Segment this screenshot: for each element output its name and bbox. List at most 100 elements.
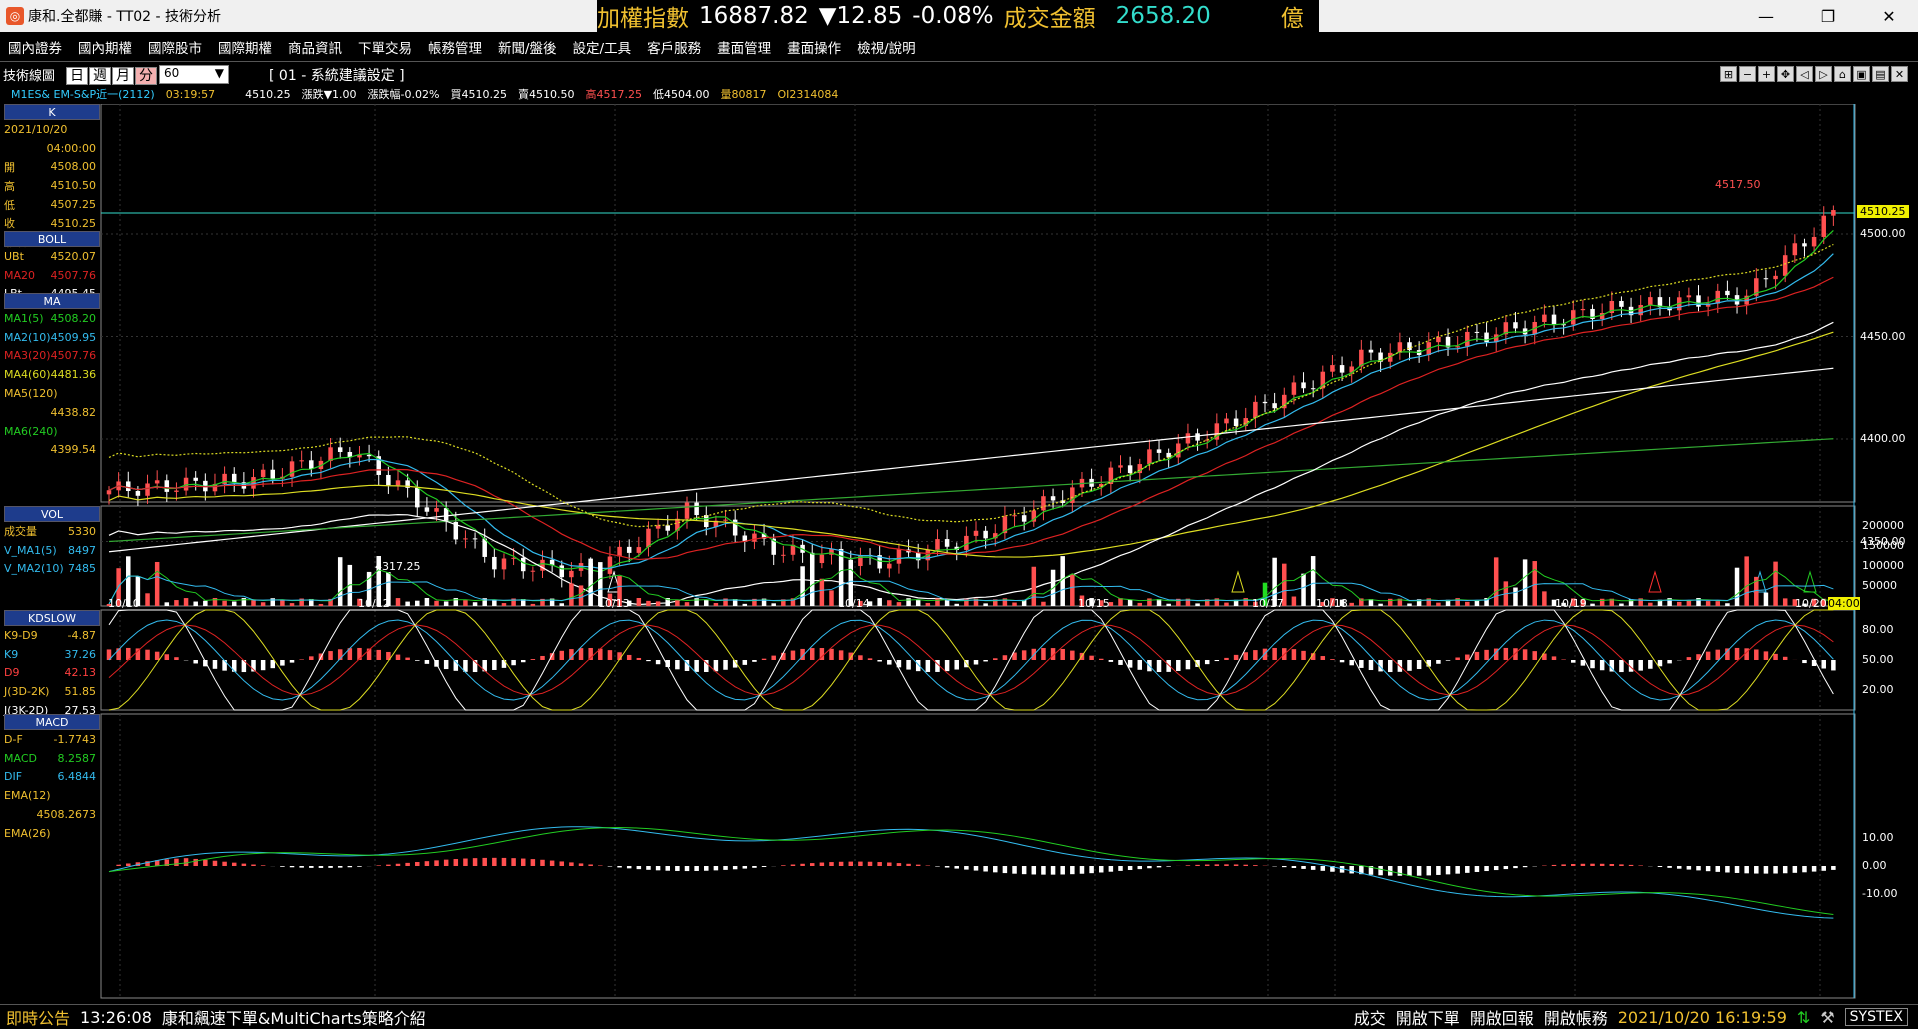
period-day[interactable]: 日 [66,66,89,85]
macd-histogram-bar [530,859,536,866]
volume-bar [675,600,680,606]
period-week[interactable]: 週 [89,66,112,85]
candle-body [482,538,487,557]
date-axis-label: 10/10 [108,597,140,610]
menu-item[interactable]: 國內期權 [78,40,132,57]
open-account-button[interactable]: 開啟帳務 [1543,1009,1608,1028]
kd-histogram-bar [549,653,555,660]
row-label: D-F [4,732,23,746]
macd-histogram-bar [1426,866,1432,876]
quote-low: 低4504.00 [652,88,710,101]
price-axis-label: 4450.00 [1860,329,1906,343]
kd-axis-label: 20.00 [1862,683,1894,696]
macd-histogram-bar [1359,866,1364,875]
panel-row: 收 4510.25 [4,214,100,233]
row-value: 4507.76 [50,268,97,282]
macd-histogram-bar [1474,866,1480,872]
menu-item[interactable]: 國內證券 [8,40,62,57]
open-report-button[interactable]: 開啟回報 [1469,1009,1534,1028]
plus-icon[interactable]: + [1758,66,1775,82]
k-date-value: 2021/10/20 [4,122,68,136]
chart-canvas[interactable] [0,103,1918,1000]
kd-histogram-bar [1021,650,1027,660]
candle-body [395,480,401,486]
row-label: UBt [4,249,24,263]
kd-histogram-bar [1060,648,1065,660]
layout-icon[interactable]: ⊞ [1720,66,1737,82]
volume-bar [617,576,622,606]
kd-histogram-bar [1628,660,1634,672]
panel-title: VOL [4,506,100,522]
volume-bar [1118,598,1123,606]
move-icon[interactable]: ✥ [1777,66,1794,82]
tools-icon[interactable]: ⌂ [1834,66,1851,82]
maximize-button[interactable]: ❐ [1820,6,1836,26]
panel-kd: KDSLOW K9-D9 -4.87 K9 37.26 D9 42.13 J(3D-2K) 51… [4,610,100,720]
volume-bar [1590,603,1595,606]
menu-item[interactable]: 商品資訊 [288,40,342,57]
menu-item[interactable]: 國際股市 [148,40,202,57]
save-icon[interactable]: ▣ [1853,66,1870,82]
volume-bar [1773,561,1778,606]
volume-bar [569,583,574,606]
news-headline[interactable]: 康和飆速下單&MultiCharts策略介紹 [161,1009,426,1028]
menu-item[interactable]: 下單交易 [358,40,412,57]
menu-item[interactable]: 客戶服務 [647,40,702,57]
volume-bar [1291,596,1297,606]
close-chart-icon[interactable]: ✕ [1891,66,1908,82]
macd-histogram-bar [598,865,603,866]
menu-item[interactable]: 畫面操作 [787,40,842,57]
macd-histogram-bar [347,866,353,868]
macd-histogram-bar [906,863,911,866]
candle-body [424,507,430,512]
minus-icon[interactable]: − [1739,66,1756,82]
panel-row: UBt 4520.07 [4,247,100,266]
macd-histogram-bar [1744,866,1749,874]
row-value: 7485 [68,562,96,576]
trade-button[interactable]: 成交 [1353,1009,1386,1028]
kd-histogram-bar [771,655,776,660]
macd-histogram-bar [993,866,998,873]
open-order-button[interactable]: 開啟下單 [1395,1009,1460,1028]
candle-body [520,557,526,572]
zoom-out-icon[interactable]: ◁ [1796,66,1813,82]
period-minute[interactable]: 分 [135,66,158,85]
candle-body [636,547,642,553]
tools-icon[interactable]: ⚒ [1820,1007,1835,1027]
period-month[interactable]: 月 [112,66,135,85]
k-time-value: 04:00:00 [46,141,96,155]
candle-body [135,490,141,496]
menu-item[interactable]: 檢視/說明 [857,40,916,57]
kd-histogram-bar [1233,654,1239,660]
zoom-in-icon[interactable]: ▷ [1815,66,1832,82]
macd-histogram-bar [781,865,786,866]
kd-histogram-bar [1050,648,1056,660]
volume-bar [1387,598,1393,606]
volume-bar [1657,599,1663,606]
minimize-button[interactable]: — [1758,6,1774,26]
macd-histogram-bar [867,861,873,866]
kd-histogram-bar [694,660,699,672]
menu-item[interactable]: 新聞/盤後 [498,40,557,57]
panel-row: EMA(26) [4,824,100,843]
candle-body [1407,342,1412,351]
menu-item[interactable]: 帳務管理 [428,40,482,57]
volume-bar [1339,599,1345,606]
kd-histogram-bar [1185,660,1191,670]
close-button[interactable]: ✕ [1882,6,1896,26]
quote-line: M1ES& EM-S&P近一(2112) 03:19:57 4510.25 漲跌… [0,86,1918,102]
kd-histogram-bar [1542,653,1547,660]
menu-item[interactable]: 畫面管理 [717,40,772,57]
interval-select[interactable]: 60 ▼ [159,65,230,84]
volume-bar [1349,602,1354,606]
print-icon[interactable]: ▤ [1872,66,1889,82]
volume-bar [752,598,757,606]
candle-body [993,533,998,539]
panel-row: MA3(20) 4507.76 [4,347,100,366]
menu-item[interactable]: 設定/工具 [572,40,632,57]
volume-bar [1282,563,1287,606]
row-label: V_MA1(5) [4,543,57,557]
menu-item[interactable]: 國際期權 [218,40,272,57]
volume-bar [1147,598,1152,606]
candle-body [858,554,863,567]
